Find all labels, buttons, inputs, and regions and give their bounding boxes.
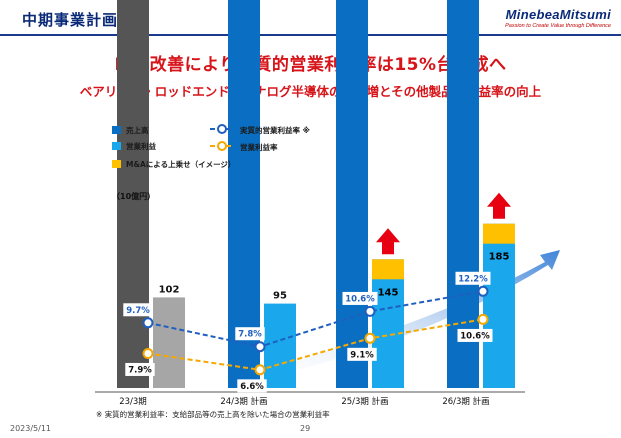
real-margin-point-1 — [142, 317, 154, 329]
real-margin-label-3: 10.6% — [345, 294, 375, 304]
legend-margin-marker — [217, 141, 227, 151]
profit-value-label-1: 102 — [159, 284, 180, 295]
header-divider — [0, 34, 621, 36]
real-margin-line — [147, 290, 484, 348]
margin-label-4: 10.6% — [460, 331, 490, 341]
legend-margin-label: 営業利益率 — [240, 142, 278, 152]
margin-label-2-box — [237, 379, 267, 393]
real-margin-label-3-box — [342, 291, 378, 305]
category-label-2: 24/3期 計画 — [220, 396, 267, 407]
margin-label-2: 6.6% — [240, 382, 264, 392]
company-logo: MinebeaMitsumi Passion to Create Value t… — [505, 7, 611, 29]
profit-value-label-2: 95 — [273, 291, 287, 302]
profit-ma-addon-3 — [372, 259, 404, 280]
margin-label-3-box — [347, 347, 377, 361]
real-margin-point-2 — [254, 341, 266, 353]
margin-line — [147, 318, 484, 371]
legend-sales-label: 売上高 — [126, 125, 149, 135]
real-margin-label-1-box — [123, 303, 153, 317]
real-margin-point-3 — [364, 305, 376, 317]
legend-ma-swatch — [112, 160, 121, 168]
real-margin-label-1: 9.7% — [126, 306, 150, 316]
profit-bar-1 — [153, 297, 185, 388]
legend-sales-swatch — [112, 126, 121, 134]
real-margin-point-4 — [477, 285, 489, 297]
sales-bar-3 — [336, 0, 368, 389]
legend-real-margin-label: 実質的営業利益率 ※ — [240, 125, 310, 135]
unit-label: （10億円） — [112, 191, 155, 201]
legend-profit-label: 営業利益 — [126, 141, 156, 151]
footnote: ※ 実質的営業利益率：支給部品等の売上高を除いた場合の営業利益率 — [96, 410, 330, 419]
margin-point-4 — [477, 313, 489, 325]
profit-bar-3 — [372, 259, 404, 388]
margin-label-3: 9.1% — [350, 350, 374, 360]
legend-ma-label: M&Aによる上乗せ（イメージ） — [126, 159, 235, 169]
margin-point-3 — [364, 332, 376, 344]
subheadline: ベアリング・ロッドエンド、アナログ半導体の売上増とその他製品の利益率の向上 — [79, 84, 542, 99]
profit-bar-4 — [483, 223, 515, 388]
real-margin-label-2: 7.8% — [238, 330, 262, 340]
legend-real-margin-marker — [217, 124, 227, 134]
category-label-1: 23/3期 — [119, 397, 147, 407]
margin-label-1: 7.9% — [128, 365, 152, 375]
margin-label-1-box — [125, 362, 155, 376]
margin-point-1 — [142, 348, 154, 359]
real-margin-label-2-box — [235, 327, 265, 341]
logo-tagline: Passion to Create Value through Differen… — [505, 23, 611, 29]
legend-profit-swatch — [112, 142, 121, 150]
real-margin-label-4-box — [455, 271, 491, 285]
real-margin-label-4: 12.2% — [458, 274, 488, 284]
headline: Mix改善により実質的営業利益率は15%台達成へ — [114, 55, 507, 75]
margin-point-2 — [254, 364, 266, 376]
footer-date: 2023/5/11 — [10, 424, 52, 433]
profit-value-label-3: 145 — [378, 287, 399, 298]
sales-bar-2 — [228, 0, 260, 389]
profit-value-label-4: 185 — [489, 252, 510, 263]
category-label-3: 25/3期 計画 — [341, 396, 388, 407]
page-title: 中期事業計画 — [22, 11, 119, 29]
profit-increase-arrow-3 — [376, 228, 400, 255]
profit-ma-addon-4 — [483, 223, 515, 244]
profit-increase-arrow-4 — [487, 192, 511, 219]
page-number: 29 — [300, 424, 311, 433]
logo-wordmark: MinebeaMitsumi — [505, 7, 611, 22]
category-label-4: 26/3期 計画 — [442, 396, 489, 407]
profit-bar-2 — [264, 303, 296, 388]
margin-label-4-box — [457, 328, 493, 342]
